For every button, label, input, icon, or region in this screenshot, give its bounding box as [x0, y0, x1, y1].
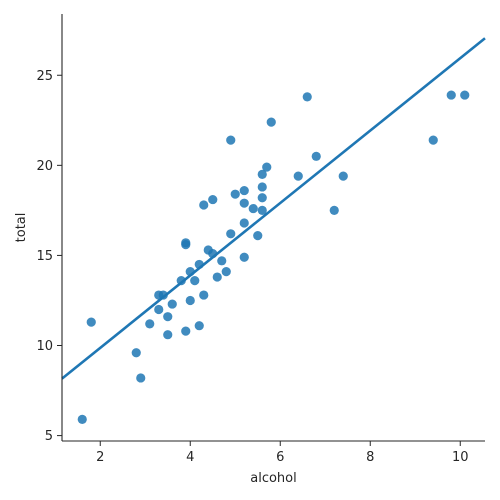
data-point [446, 90, 456, 100]
data-point [176, 276, 186, 286]
data-point [257, 182, 267, 192]
data-point [163, 312, 173, 322]
data-point [145, 319, 155, 329]
y-tick-label: 15 [36, 249, 53, 264]
x-tick-label: 10 [452, 450, 469, 465]
data-point [208, 194, 218, 205]
data-point [194, 259, 204, 270]
data-point [239, 218, 249, 228]
data-point [154, 304, 164, 315]
data-point [158, 290, 168, 300]
data-point [257, 205, 267, 215]
regression-layer [61, 37, 486, 380]
data-point [293, 171, 303, 181]
data-point [221, 267, 231, 277]
data-point [257, 169, 267, 179]
y-tick-label: 10 [36, 339, 53, 354]
data-point [199, 290, 209, 300]
data-point [199, 200, 209, 210]
data-point [136, 373, 146, 383]
data-point [226, 229, 236, 239]
data-point [230, 189, 240, 199]
data-point [329, 205, 339, 215]
data-point [217, 256, 227, 266]
y-tick-label: 25 [36, 69, 53, 84]
data-point [181, 238, 191, 248]
data-point [185, 295, 195, 306]
y-ticks: 5 10 15 20 25 [36, 69, 62, 444]
data-point [262, 162, 272, 172]
x-tick-label: 8 [366, 450, 374, 465]
data-point [86, 317, 96, 327]
data-point [77, 414, 87, 424]
data-point [266, 117, 276, 127]
data-point [226, 135, 236, 145]
x-ticks: 2 4 6 8 10 [96, 441, 469, 465]
x-tick-label: 4 [186, 450, 194, 465]
data-point [428, 135, 438, 145]
data-point [253, 231, 263, 241]
data-point [131, 348, 141, 358]
y-tick-label: 5 [45, 429, 53, 444]
y-tick-label: 20 [36, 159, 53, 174]
data-point [311, 151, 321, 161]
data-point [248, 203, 258, 214]
data-point [239, 252, 249, 262]
data-point [163, 330, 173, 340]
data-point [239, 185, 249, 196]
data-point [181, 326, 191, 336]
data-point [239, 198, 249, 208]
y-axis-label: total [14, 213, 29, 243]
regression-line [61, 37, 486, 380]
data-point [167, 299, 177, 309]
x-tick-label: 2 [96, 450, 104, 465]
data-point [185, 267, 195, 277]
data-point [212, 272, 222, 282]
axes-layer: 2 4 6 8 10 5 10 15 20 25 [36, 14, 485, 465]
x-axis-label: alcohol [250, 471, 296, 486]
data-point [257, 193, 267, 203]
data-point [460, 90, 470, 100]
data-point [194, 321, 204, 331]
data-point [190, 276, 200, 286]
data-point [302, 92, 312, 102]
x-tick-label: 6 [276, 450, 284, 465]
data-point [208, 249, 218, 259]
data-point [338, 171, 348, 181]
points-layer [77, 90, 470, 424]
